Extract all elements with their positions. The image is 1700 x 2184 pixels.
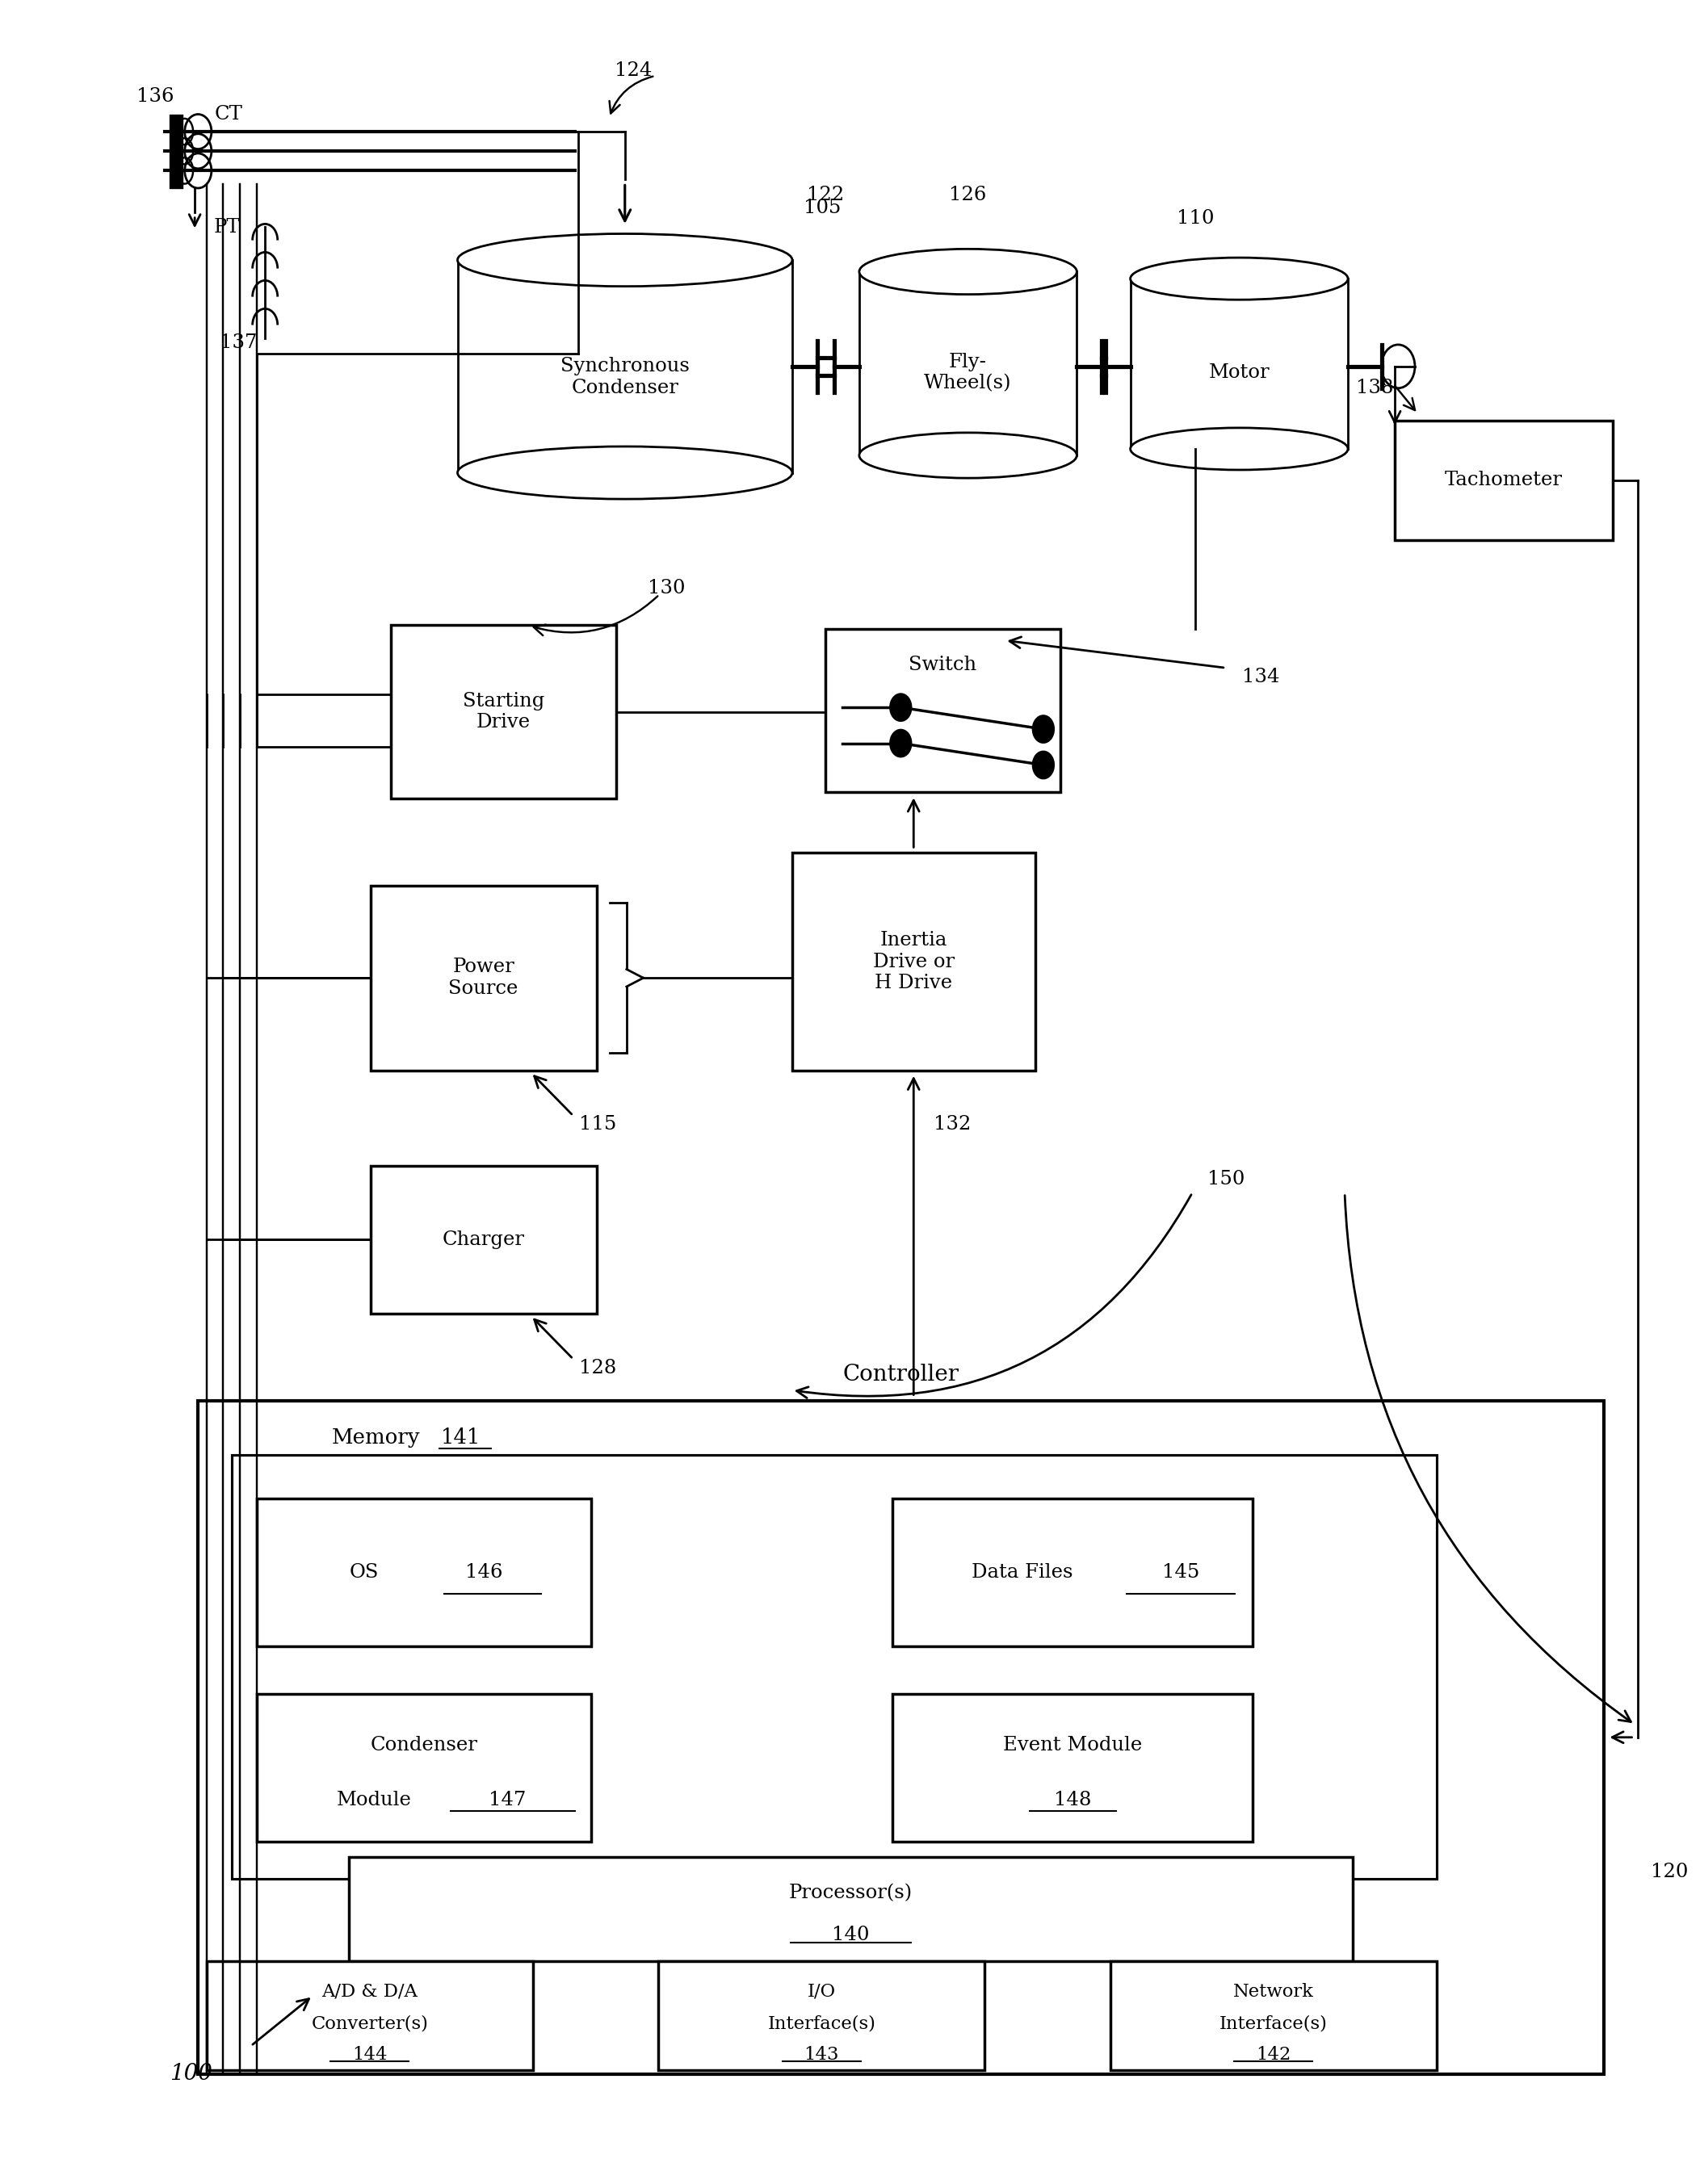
Text: 100: 100: [170, 2064, 212, 2086]
Text: 115: 115: [580, 1116, 617, 1133]
Text: Charger: Charger: [442, 1230, 525, 1249]
Text: Memory: Memory: [332, 1428, 420, 1448]
Text: Power
Source: Power Source: [449, 959, 518, 998]
Text: 137: 137: [219, 334, 257, 352]
Bar: [206, 1961, 532, 2070]
Text: 124: 124: [614, 61, 653, 81]
Text: 136: 136: [136, 87, 173, 107]
Bar: [1394, 422, 1612, 539]
Text: 130: 130: [648, 579, 685, 596]
Ellipse shape: [1130, 428, 1348, 470]
Text: Network: Network: [1232, 1983, 1314, 2001]
Text: 144: 144: [352, 2046, 388, 2064]
Bar: [199, 1400, 1605, 2075]
Text: Fly-
Wheel(s): Fly- Wheel(s): [925, 352, 1012, 393]
Text: Module: Module: [337, 1791, 411, 1811]
Text: 143: 143: [804, 2046, 840, 2064]
Bar: [371, 1166, 597, 1313]
Text: Motor: Motor: [1209, 363, 1270, 382]
Bar: [257, 1498, 592, 1647]
Bar: [371, 885, 597, 1070]
Ellipse shape: [859, 432, 1076, 478]
Text: 120: 120: [1651, 1863, 1688, 1880]
Bar: [892, 1498, 1253, 1647]
Text: Interface(s): Interface(s): [1219, 2016, 1328, 2033]
Bar: [257, 1695, 592, 1841]
Text: 141: 141: [440, 1428, 481, 1448]
Text: Interface(s): Interface(s): [767, 2016, 876, 2033]
Ellipse shape: [457, 234, 792, 286]
Text: 140: 140: [831, 1926, 870, 1944]
Text: 148: 148: [1054, 1791, 1091, 1811]
Ellipse shape: [457, 446, 792, 500]
Text: Data Files: Data Files: [972, 1564, 1073, 1581]
Text: 132: 132: [933, 1116, 971, 1133]
Text: PT: PT: [214, 218, 240, 236]
Text: 128: 128: [580, 1358, 615, 1378]
Text: Converter(s): Converter(s): [311, 2016, 428, 2033]
Text: Switch: Switch: [910, 655, 977, 675]
Bar: [826, 629, 1061, 793]
Ellipse shape: [1130, 258, 1348, 299]
Text: Event Module: Event Module: [1003, 1736, 1142, 1756]
Text: Tachometer: Tachometer: [1445, 472, 1562, 489]
Text: 150: 150: [1207, 1171, 1244, 1188]
Circle shape: [891, 695, 911, 721]
Text: A/D & D/A: A/D & D/A: [321, 1983, 418, 2001]
Bar: [792, 854, 1035, 1070]
Text: 134: 134: [1243, 668, 1280, 686]
Text: OS: OS: [348, 1564, 379, 1581]
Bar: [348, 1856, 1353, 1961]
Text: Processor(s): Processor(s): [789, 1885, 913, 1902]
Text: I/O: I/O: [808, 1983, 836, 2001]
Text: 126: 126: [949, 186, 986, 203]
Text: 105: 105: [804, 199, 842, 216]
Text: 145: 145: [1161, 1564, 1198, 1581]
Text: 138: 138: [1357, 378, 1394, 397]
Text: 122: 122: [808, 186, 845, 203]
Bar: [892, 1695, 1253, 1841]
Text: Controller: Controller: [843, 1363, 959, 1385]
Text: CT: CT: [214, 105, 243, 124]
Text: 146: 146: [466, 1564, 503, 1581]
Text: Synchronous
Condenser: Synchronous Condenser: [561, 356, 690, 397]
Circle shape: [1034, 751, 1054, 778]
Bar: [231, 1455, 1436, 1878]
Bar: [658, 1961, 984, 2070]
Text: Starting
Drive: Starting Drive: [462, 692, 544, 732]
Text: 147: 147: [490, 1791, 527, 1811]
Bar: [391, 625, 617, 799]
Text: Condenser: Condenser: [371, 1736, 478, 1756]
Circle shape: [891, 729, 911, 756]
Circle shape: [1034, 716, 1054, 743]
Text: Inertia
Drive or
H Drive: Inertia Drive or H Drive: [872, 930, 954, 992]
Text: 142: 142: [1256, 2046, 1290, 2064]
Bar: [1110, 1961, 1436, 2070]
Text: 110: 110: [1176, 210, 1214, 227]
Ellipse shape: [859, 249, 1076, 295]
